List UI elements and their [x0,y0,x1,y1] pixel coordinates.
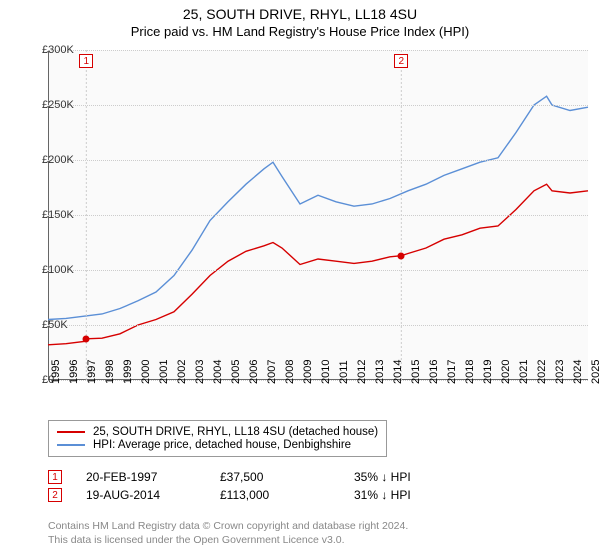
x-tick-label: 1999 [122,360,134,384]
x-tick-label: 1998 [104,360,116,384]
x-tick-label: 2023 [554,360,566,384]
sale-marker-box: 1 [79,54,93,68]
legend-swatch [57,431,85,433]
x-tick-label: 2009 [302,360,314,384]
sales-table: 1 20-FEB-1997 £37,500 35% ↓ HPI 2 19-AUG… [48,466,464,506]
footnote: Contains HM Land Registry data © Crown c… [48,520,408,547]
x-tick-label: 2020 [500,360,512,384]
sale-dot [83,335,90,342]
gridline [48,105,588,106]
x-tick-label: 2022 [536,360,548,384]
x-tick-label: 2007 [266,360,278,384]
x-tick-label: 1997 [86,360,98,384]
gridline [48,270,588,271]
footnote-line: Contains HM Land Registry data © Crown c… [48,520,408,534]
legend-item: HPI: Average price, detached house, Denb… [57,439,378,451]
legend-label: 25, SOUTH DRIVE, RHYL, LL18 4SU (detache… [93,426,378,438]
x-tick-label: 2002 [176,360,188,384]
x-tick-label: 2005 [230,360,242,384]
x-tick-label: 2012 [356,360,368,384]
gridline [48,160,588,161]
legend-item: 25, SOUTH DRIVE, RHYL, LL18 4SU (detache… [57,426,378,438]
sale-vs-hpi: 35% ↓ HPI [354,470,464,484]
plot-area: £0£50K£100K£150K£200K£250K£300K199519961… [48,50,588,380]
legend-swatch [57,444,85,446]
sale-vs-hpi: 31% ↓ HPI [354,488,464,502]
sale-date: 19-AUG-2014 [86,488,196,502]
x-tick-label: 1996 [68,360,80,384]
chart-container: 25, SOUTH DRIVE, RHYL, LL18 4SU Price pa… [0,0,600,560]
x-tick-label: 2018 [464,360,476,384]
x-tick-label: 2003 [194,360,206,384]
x-tick-label: 2015 [410,360,422,384]
sale-price: £37,500 [220,470,330,484]
series-line-price_paid [48,184,588,345]
gridline [48,325,588,326]
x-tick-label: 2000 [140,360,152,384]
x-tick-label: 2024 [572,360,584,384]
legend-label: HPI: Average price, detached house, Denb… [93,439,351,451]
sale-dot [398,252,405,259]
sales-row: 1 20-FEB-1997 £37,500 35% ↓ HPI [48,470,464,484]
sale-date: 20-FEB-1997 [86,470,196,484]
chart-subtitle: Price paid vs. HM Land Registry's House … [0,22,600,43]
x-tick-label: 2025 [590,360,600,384]
x-tick-label: 2001 [158,360,170,384]
x-tick-label: 2017 [446,360,458,384]
x-tick-label: 2011 [338,360,350,384]
sale-marker-icon: 2 [48,488,62,502]
x-tick-label: 2010 [320,360,332,384]
x-tick-label: 2008 [284,360,296,384]
gridline [48,215,588,216]
legend: 25, SOUTH DRIVE, RHYL, LL18 4SU (detache… [48,420,387,457]
chart-title: 25, SOUTH DRIVE, RHYL, LL18 4SU [0,0,600,22]
series-line-hpi [48,96,588,319]
x-tick-label: 2013 [374,360,386,384]
gridline [48,50,588,51]
sale-marker-box: 2 [394,54,408,68]
x-tick-label: 2004 [212,360,224,384]
x-tick-label: 2014 [392,360,404,384]
x-tick-label: 2019 [482,360,494,384]
x-tick-label: 1995 [50,360,62,384]
sale-marker-icon: 1 [48,470,62,484]
x-tick-label: 2006 [248,360,260,384]
footnote-line: This data is licensed under the Open Gov… [48,534,408,548]
sale-price: £113,000 [220,488,330,502]
sales-row: 2 19-AUG-2014 £113,000 31% ↓ HPI [48,488,464,502]
x-tick-label: 2016 [428,360,440,384]
x-tick-label: 2021 [518,360,530,384]
